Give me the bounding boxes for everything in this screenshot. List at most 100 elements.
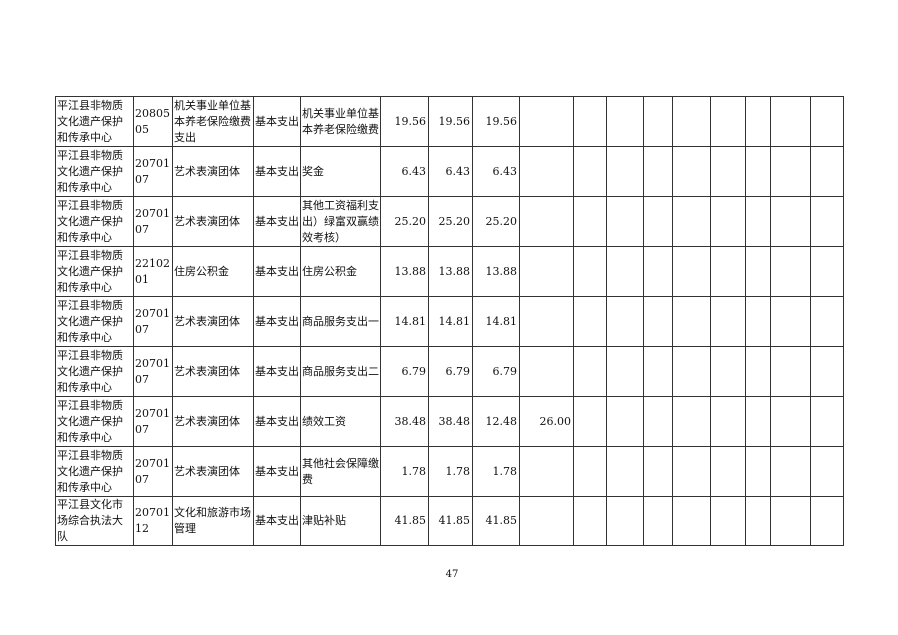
empty-cell [643, 446, 673, 497]
subtotal-cell: 14.81 [428, 296, 473, 347]
unit-cell: 平江县非物质文化遗产保护和传承中心 [55, 446, 134, 497]
function-subject-cell: 艺术表演团体 [172, 296, 254, 347]
expense-type-cell: 基本支出 [253, 446, 301, 497]
function-subject-cell: 艺术表演团体 [172, 396, 254, 447]
empty-cell [672, 96, 711, 147]
empty-cell [770, 96, 811, 147]
empty-cell [672, 146, 711, 197]
other-funds-cell [519, 496, 574, 546]
total-cell: 1.78 [380, 446, 429, 497]
economic-item-cell: 津贴补贴 [300, 496, 381, 546]
expense-type-cell: 基本支出 [253, 246, 301, 297]
economic-item-cell: 机关事业单位基本养老保险缴费 [300, 96, 381, 147]
unit-cell: 平江县非物质文化遗产保护和传承中心 [55, 146, 134, 197]
empty-cell [573, 296, 607, 347]
empty-cell [573, 396, 607, 447]
empty-cell [606, 246, 644, 297]
empty-cell [710, 346, 746, 397]
fiscal-appropriation-cell: 1.78 [472, 446, 520, 497]
empty-cell [745, 446, 771, 497]
function-subject-cell: 艺术表演团体 [172, 196, 254, 247]
empty-cell [710, 296, 746, 347]
table-row: 平江县非物质文化遗产保护和传承中心 2080505 机关事业单位基本养老保险缴费支出… [55, 96, 844, 147]
empty-cell [643, 346, 673, 397]
function-code-cell: 2080505 [133, 96, 173, 147]
empty-cell [710, 246, 746, 297]
table-row: 平江县非物质文化遗产保护和传承中心 2210201 住房公积金 基本支出 住房公积金 13… [55, 246, 844, 297]
function-code-cell: 2070107 [133, 146, 173, 197]
unit-cell: 平江县非物质文化遗产保护和传承中心 [55, 396, 134, 447]
table-row: 平江县非物质文化遗产保护和传承中心 2070107 艺术表演团体 基本支出 商品服务支出… [55, 346, 844, 397]
expense-type-cell: 基本支出 [253, 196, 301, 247]
other-funds-cell: 26.00 [519, 396, 574, 447]
empty-cell [770, 396, 811, 447]
table-row: 平江县文化市场综合执法大队 2070112 文化和旅游市场管理 基本支出 津贴补贴 41.… [55, 496, 844, 546]
unit-cell: 平江县文化市场综合执法大队 [55, 496, 134, 546]
subtotal-cell: 25.20 [428, 196, 473, 247]
total-cell: 38.48 [380, 396, 429, 447]
empty-cell [810, 446, 844, 497]
economic-item-cell: 其他工资福利支出）绿富双赢绩效考核） [300, 196, 381, 247]
empty-cell [573, 96, 607, 147]
function-code-cell: 2070107 [133, 396, 173, 447]
expense-type-cell: 基本支出 [253, 96, 301, 147]
function-subject-cell: 艺术表演团体 [172, 346, 254, 397]
function-code-cell: 2070112 [133, 496, 173, 546]
table-row: 平江县非物质文化遗产保护和传承中心 2070107 艺术表演团体 基本支出 商品服务支出… [55, 296, 844, 347]
table-row: 平江县非物质文化遗产保护和传承中心 2070107 艺术表演团体 基本支出 绩效工资 38… [55, 396, 844, 447]
empty-cell [710, 196, 746, 247]
economic-item-cell: 奖金 [300, 146, 381, 197]
empty-cell [710, 496, 746, 546]
empty-cell [672, 396, 711, 447]
fiscal-appropriation-cell: 41.85 [472, 496, 520, 546]
fiscal-appropriation-cell: 19.56 [472, 96, 520, 147]
expense-type-cell: 基本支出 [253, 296, 301, 347]
function-code-cell: 2210201 [133, 246, 173, 297]
other-funds-cell [519, 96, 574, 147]
expense-type-cell: 基本支出 [253, 346, 301, 397]
empty-cell [643, 196, 673, 247]
empty-cell [672, 196, 711, 247]
empty-cell [643, 146, 673, 197]
empty-cell [770, 496, 811, 546]
empty-cell [745, 96, 771, 147]
subtotal-cell: 1.78 [428, 446, 473, 497]
empty-cell [745, 296, 771, 347]
empty-cell [745, 246, 771, 297]
empty-cell [745, 496, 771, 546]
empty-cell [606, 196, 644, 247]
empty-cell [745, 146, 771, 197]
economic-item-cell: 绩效工资 [300, 396, 381, 447]
other-funds-cell [519, 296, 574, 347]
empty-cell [810, 96, 844, 147]
total-cell: 6.79 [380, 346, 429, 397]
empty-cell [810, 146, 844, 197]
empty-cell [810, 196, 844, 247]
empty-cell [710, 396, 746, 447]
other-funds-cell [519, 146, 574, 197]
empty-cell [606, 296, 644, 347]
empty-cell [606, 96, 644, 147]
economic-item-cell: 商品服务支出一 [300, 296, 381, 347]
subtotal-cell: 13.88 [428, 246, 473, 297]
empty-cell [606, 146, 644, 197]
function-subject-cell: 文化和旅游市场管理 [172, 496, 254, 546]
empty-cell [672, 496, 711, 546]
empty-cell [643, 246, 673, 297]
total-cell: 41.85 [380, 496, 429, 546]
function-code-cell: 2070107 [133, 296, 173, 347]
unit-cell: 平江县非物质文化遗产保护和传承中心 [55, 246, 134, 297]
fiscal-appropriation-cell: 13.88 [472, 246, 520, 297]
empty-cell [573, 196, 607, 247]
function-subject-cell: 机关事业单位基本养老保险缴费支出 [172, 96, 254, 147]
empty-cell [770, 196, 811, 247]
empty-cell [770, 346, 811, 397]
expense-type-cell: 基本支出 [253, 496, 301, 546]
subtotal-cell: 41.85 [428, 496, 473, 546]
other-funds-cell [519, 446, 574, 497]
empty-cell [643, 496, 673, 546]
empty-cell [710, 446, 746, 497]
empty-cell [810, 346, 844, 397]
empty-cell [573, 246, 607, 297]
empty-cell [643, 96, 673, 147]
